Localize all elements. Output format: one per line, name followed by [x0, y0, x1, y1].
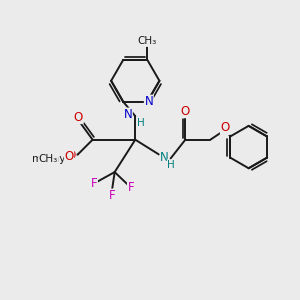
Text: CH₃: CH₃: [138, 36, 157, 46]
Text: F: F: [128, 181, 134, 194]
Text: N: N: [124, 108, 132, 121]
Text: N: N: [144, 95, 153, 108]
Text: O: O: [67, 149, 76, 162]
Text: O: O: [181, 105, 190, 118]
Text: CH₃: CH₃: [39, 154, 58, 164]
Text: F: F: [91, 177, 98, 190]
Text: H: H: [137, 118, 145, 128]
Text: O: O: [74, 110, 83, 124]
Text: H: H: [167, 160, 175, 170]
Text: O: O: [220, 122, 230, 134]
Text: N: N: [160, 151, 169, 164]
Text: methyl: methyl: [32, 154, 68, 164]
Text: O: O: [64, 150, 74, 163]
Text: F: F: [108, 189, 115, 202]
